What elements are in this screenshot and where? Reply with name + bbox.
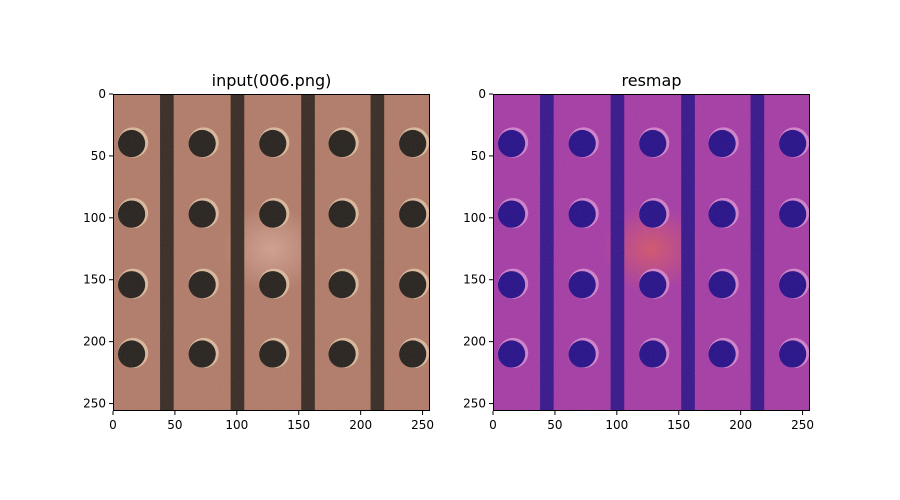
- y-tick-label: 250: [463, 397, 486, 411]
- y-tick-label: 100: [83, 211, 106, 225]
- resmap-panel: resmap 0 50 100 150 200 250 0 50 100 150 200 250: [463, 71, 814, 432]
- x-tick-label: 200: [729, 418, 752, 432]
- y-tick-label: 250: [83, 397, 106, 411]
- texture-overlay: [113, 94, 430, 411]
- y-tick-label: 150: [463, 273, 486, 287]
- resmap-plot: [493, 94, 810, 411]
- x-tick-label: 0: [489, 418, 497, 432]
- y-tick-label: 200: [83, 335, 106, 349]
- axes-frame: [493, 94, 810, 411]
- x-tick-label: 250: [411, 418, 434, 432]
- x-axis: 0 50 100 150 200 250: [489, 411, 814, 432]
- x-tick-label: 0: [109, 418, 117, 432]
- x-tick-label: 50: [167, 418, 182, 432]
- y-tick-label: 150: [83, 273, 106, 287]
- y-tick-label: 0: [478, 87, 486, 101]
- y-tick-label: 200: [463, 335, 486, 349]
- axes-frame: [113, 94, 430, 411]
- y-tick-label: 50: [91, 149, 106, 163]
- x-axis: 0 50 100 150 200 250: [109, 411, 434, 432]
- x-tick-label: 50: [547, 418, 562, 432]
- y-tick-label: 100: [463, 211, 486, 225]
- y-axis: 0 50 100 150 200 250: [83, 87, 113, 411]
- x-tick-label: 150: [287, 418, 310, 432]
- x-tick-label: 100: [605, 418, 628, 432]
- panel-title: resmap: [622, 71, 682, 90]
- panel-title: input(006.png): [212, 71, 332, 90]
- y-tick-label: 50: [471, 149, 486, 163]
- x-tick-label: 150: [667, 418, 690, 432]
- x-tick-label: 200: [349, 418, 372, 432]
- input-image-panel: input(006.png) 0 50 100 150 200 250 0 50 100 150…: [83, 71, 434, 432]
- input-image-plot: [113, 94, 430, 411]
- y-axis: 0 50 100 150 200 250: [463, 87, 493, 411]
- y-tick-label: 0: [98, 87, 106, 101]
- texture-overlay: [493, 94, 810, 411]
- x-tick-label: 250: [791, 418, 814, 432]
- x-tick-label: 100: [225, 418, 248, 432]
